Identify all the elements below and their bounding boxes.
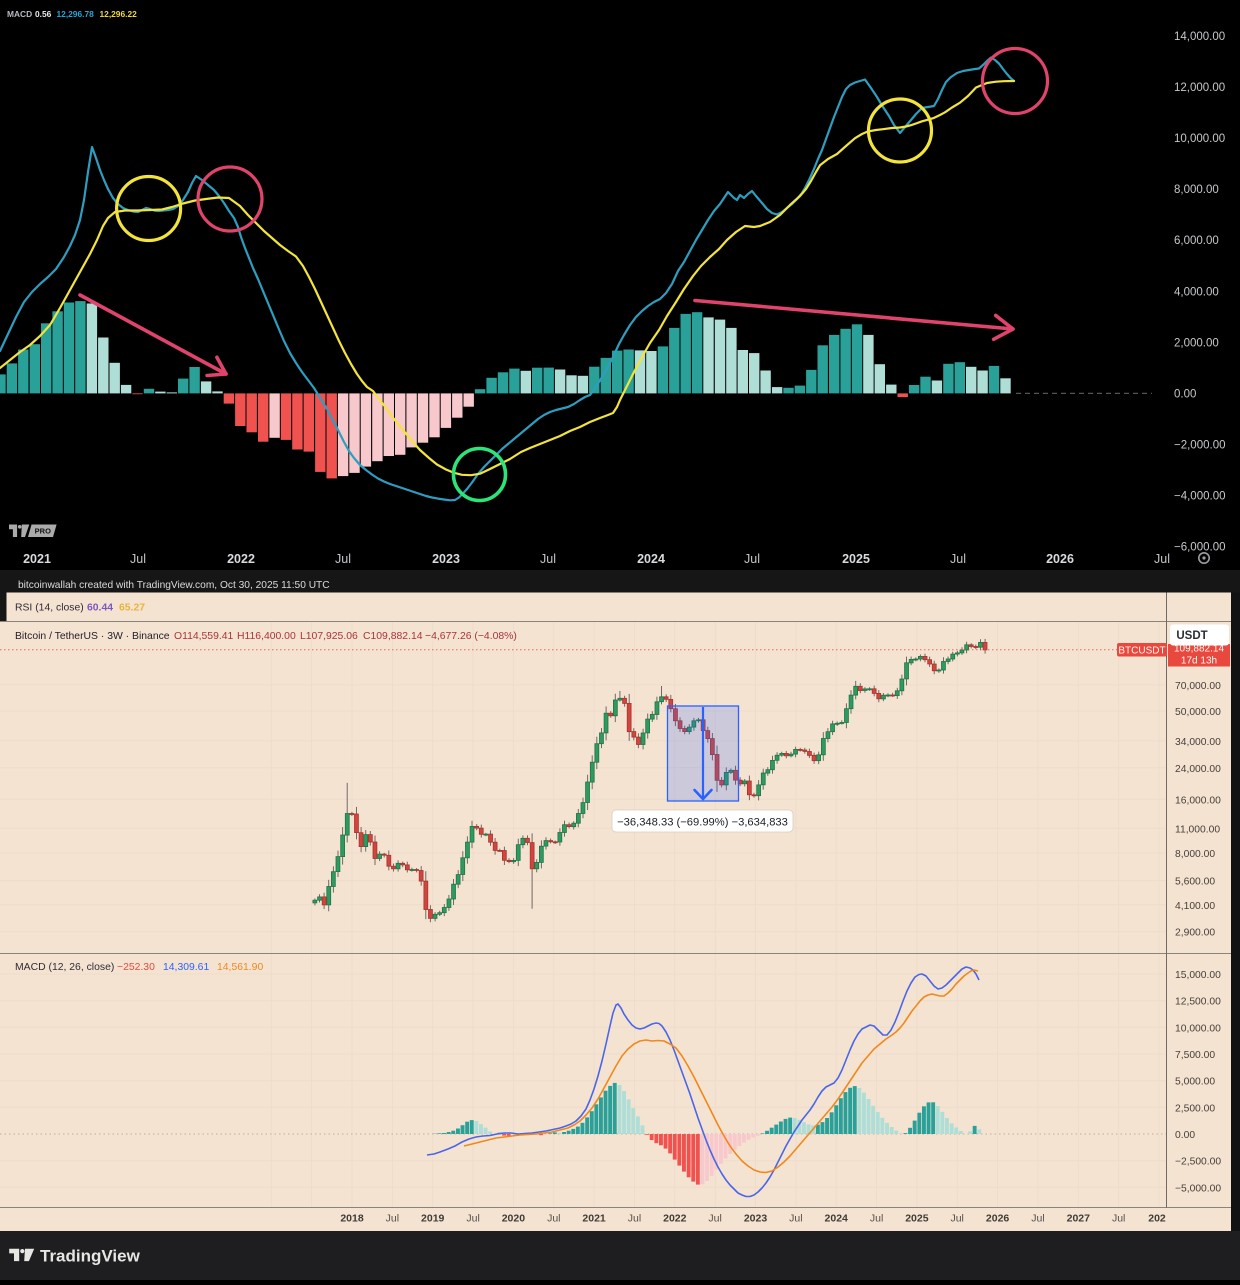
- svg-text:10,000.00: 10,000.00: [1174, 133, 1225, 145]
- svg-text:2026: 2026: [986, 1213, 1010, 1225]
- svg-text:202: 202: [1148, 1213, 1166, 1225]
- svg-text:Jul: Jul: [708, 1213, 721, 1225]
- svg-text:−6,000.00: −6,000.00: [1174, 542, 1225, 554]
- svg-text:USDT: USDT: [1176, 630, 1207, 642]
- svg-text:Jul: Jul: [130, 552, 146, 566]
- svg-text:MACD: MACD: [7, 9, 32, 19]
- svg-text:70,000.00: 70,000.00: [1175, 681, 1221, 692]
- svg-text:15,000.00: 15,000.00: [1175, 970, 1221, 981]
- svg-text:2021: 2021: [582, 1213, 606, 1225]
- svg-text:Jul: Jul: [1154, 552, 1170, 566]
- svg-text:2019: 2019: [421, 1213, 445, 1225]
- svg-text:H116,400.00: H116,400.00: [237, 631, 296, 642]
- svg-text:2018: 2018: [340, 1213, 364, 1225]
- svg-text:2025: 2025: [905, 1213, 929, 1225]
- svg-text:bitcoinwallah created with Tra: bitcoinwallah created with TradingView.c…: [18, 580, 330, 591]
- svg-text:2020: 2020: [502, 1213, 526, 1225]
- svg-text:−5,000.00: −5,000.00: [1175, 1183, 1221, 1194]
- svg-text:MACD (12, 26, close): MACD (12, 26, close): [15, 962, 114, 973]
- svg-text:2023: 2023: [432, 552, 460, 566]
- svg-text:2,500.00: 2,500.00: [1175, 1103, 1215, 1114]
- svg-text:12,296.22: 12,296.22: [100, 9, 138, 19]
- svg-text:−4,000.00: −4,000.00: [1174, 491, 1225, 503]
- svg-text:60.44: 60.44: [87, 603, 113, 614]
- svg-text:0.00: 0.00: [1175, 1130, 1195, 1141]
- svg-text:TradingView: TradingView: [40, 1247, 141, 1266]
- svg-text:2021: 2021: [23, 552, 51, 566]
- svg-text:Jul: Jul: [1031, 1213, 1044, 1225]
- svg-text:8,000.00: 8,000.00: [1175, 849, 1215, 860]
- svg-text:65.27: 65.27: [119, 603, 145, 614]
- svg-text:Jul: Jul: [950, 552, 966, 566]
- svg-text:BTCUSDT: BTCUSDT: [1118, 646, 1165, 657]
- svg-text:12,000.00: 12,000.00: [1174, 82, 1225, 94]
- svg-text:2024: 2024: [825, 1213, 849, 1225]
- svg-text:4,000.00: 4,000.00: [1174, 286, 1219, 298]
- svg-text:Jul: Jul: [466, 1213, 479, 1225]
- svg-text:L107,925.06: L107,925.06: [300, 631, 358, 642]
- svg-text:RSI (14, close): RSI (14, close): [15, 603, 84, 614]
- svg-text:−252.30: −252.30: [117, 962, 155, 973]
- svg-text:14,000.00: 14,000.00: [1174, 31, 1225, 43]
- svg-text:−4,677.26 (−4.08%): −4,677.26 (−4.08%): [425, 631, 517, 642]
- svg-text:2026: 2026: [1046, 552, 1074, 566]
- svg-text:Bitcoin / TetherUS · 3W · Bina: Bitcoin / TetherUS · 3W · Binance: [15, 631, 170, 642]
- svg-text:Jul: Jul: [950, 1213, 963, 1225]
- svg-text:6,000.00: 6,000.00: [1174, 235, 1219, 247]
- svg-text:2,000.00: 2,000.00: [1174, 337, 1219, 349]
- svg-text:0.00: 0.00: [1174, 388, 1196, 400]
- svg-text:12,296.78: 12,296.78: [57, 9, 95, 19]
- svg-text:12,500.00: 12,500.00: [1175, 997, 1221, 1008]
- svg-text:2025: 2025: [842, 552, 870, 566]
- svg-text:2,900.00: 2,900.00: [1175, 928, 1215, 939]
- svg-text:Jul: Jul: [335, 552, 351, 566]
- svg-text:5,000.00: 5,000.00: [1175, 1077, 1215, 1088]
- svg-text:2024: 2024: [637, 552, 665, 566]
- svg-text:10,000.00: 10,000.00: [1175, 1023, 1221, 1034]
- svg-text:7,500.00: 7,500.00: [1175, 1050, 1215, 1061]
- svg-text:Jul: Jul: [1112, 1213, 1125, 1225]
- svg-text:Jul: Jul: [870, 1213, 883, 1225]
- svg-text:2022: 2022: [663, 1213, 687, 1225]
- svg-text:−2,000.00: −2,000.00: [1174, 440, 1225, 452]
- svg-text:50,000.00: 50,000.00: [1175, 707, 1221, 718]
- svg-text:34,000.00: 34,000.00: [1175, 737, 1221, 748]
- svg-text:Jul: Jul: [540, 552, 556, 566]
- svg-text:14,561.90: 14,561.90: [217, 962, 263, 973]
- svg-text:Jul: Jul: [386, 1213, 399, 1225]
- svg-text:2023: 2023: [744, 1213, 768, 1225]
- svg-text:16,000.00: 16,000.00: [1175, 795, 1221, 806]
- svg-text:O114,559.41: O114,559.41: [174, 631, 234, 642]
- svg-text:Jul: Jul: [628, 1213, 641, 1225]
- svg-text:24,000.00: 24,000.00: [1175, 764, 1221, 775]
- svg-text:−36,348.33 (−69.99%) −3,634,83: −36,348.33 (−69.99%) −3,634,833: [617, 817, 788, 829]
- svg-text:4,100.00: 4,100.00: [1175, 901, 1215, 912]
- svg-text:PRO: PRO: [35, 527, 51, 536]
- svg-text:−2,500.00: −2,500.00: [1175, 1157, 1221, 1168]
- svg-text:2022: 2022: [227, 552, 255, 566]
- svg-text:Jul: Jul: [789, 1213, 802, 1225]
- svg-text:Jul: Jul: [744, 552, 760, 566]
- svg-text:8,000.00: 8,000.00: [1174, 184, 1219, 196]
- svg-text:2027: 2027: [1067, 1213, 1091, 1225]
- svg-text:5,600.00: 5,600.00: [1175, 877, 1215, 888]
- svg-text:11,000.00: 11,000.00: [1175, 824, 1220, 835]
- svg-text:14,309.61: 14,309.61: [163, 962, 209, 973]
- svg-text:C109,882.14: C109,882.14: [363, 631, 423, 642]
- svg-text:0.56: 0.56: [35, 9, 52, 19]
- svg-text:17d 13h: 17d 13h: [1181, 656, 1217, 667]
- svg-text:Jul: Jul: [547, 1213, 560, 1225]
